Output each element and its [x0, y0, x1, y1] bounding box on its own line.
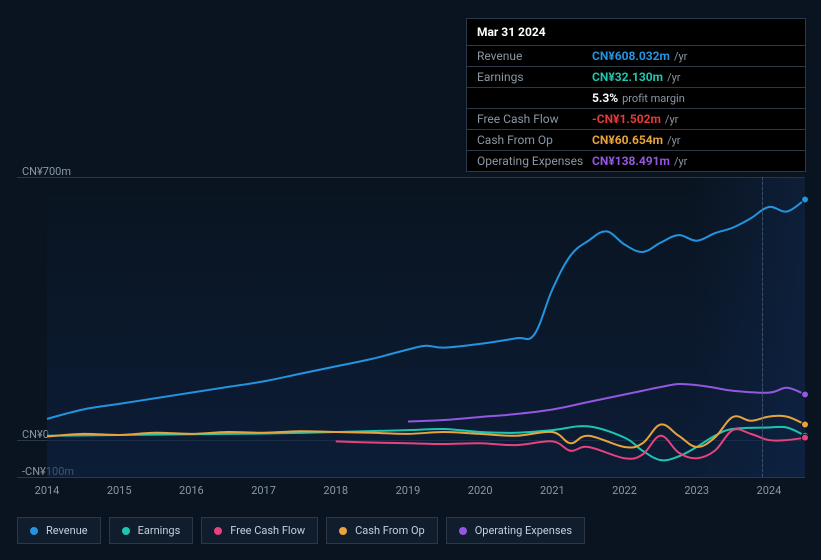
legend-dot	[339, 527, 347, 535]
x-axis-label: 2014	[35, 484, 60, 497]
legend-item-operating-expenses[interactable]: Operating Expenses	[446, 517, 585, 544]
tooltip-row-value: CN¥138.491m	[592, 154, 670, 168]
tooltip-row-label: Free Cash Flow	[477, 112, 592, 126]
chart-legend: Revenue Earnings Free Cash Flow Cash From O…	[17, 517, 585, 544]
legend-label: Operating Expenses	[475, 524, 572, 537]
chart-tooltip: Mar 31 2024 RevenueCN¥608.032m/yrEarning…	[466, 18, 806, 172]
x-axis: 2014201520162017201820192020202120222023…	[47, 484, 804, 504]
tooltip-row: 5.3% profit margin	[467, 88, 805, 109]
legend-item-earnings[interactable]: Earnings	[109, 517, 194, 544]
tooltip-row-value: -CN¥1.502m	[592, 112, 661, 126]
x-axis-label: 2016	[179, 484, 204, 497]
legend-item-free-cash-flow[interactable]: Free Cash Flow	[201, 517, 318, 544]
tooltip-row-suffix: /yr	[667, 71, 680, 84]
tooltip-row: Cash From OpCN¥60.654m/yr	[467, 130, 805, 151]
x-axis-label: 2015	[107, 484, 132, 497]
series-op_exp	[408, 384, 805, 422]
tooltip-row-value: CN¥608.032m	[592, 49, 670, 63]
tooltip-row: Operating ExpensesCN¥138.491m/yr	[467, 151, 805, 171]
x-axis-label: 2017	[251, 484, 276, 497]
legend-label: Free Cash Flow	[230, 524, 305, 537]
plot-area[interactable]	[47, 177, 805, 477]
tooltip-row-suffix: /yr	[674, 155, 687, 168]
hover-crosshair	[762, 177, 763, 477]
chart-lines	[47, 177, 805, 477]
series-end-dot	[802, 196, 809, 203]
legend-dot	[30, 527, 38, 535]
legend-dot	[214, 527, 222, 535]
financials-chart: CN¥700mCN¥0-CN¥100m	[17, 155, 805, 480]
tooltip-row-suffix: /yr	[674, 50, 687, 63]
tooltip-row-value: 5.3%	[592, 91, 618, 105]
legend-label: Earnings	[138, 524, 181, 537]
series-end-dot	[802, 434, 809, 441]
legend-item-revenue[interactable]: Revenue	[17, 517, 101, 544]
tooltip-date: Mar 31 2024	[467, 19, 805, 46]
tooltip-row-value: CN¥32.130m	[592, 70, 663, 84]
tooltip-row: EarningsCN¥32.130m/yr	[467, 67, 805, 88]
legend-dot	[459, 527, 467, 535]
tooltip-row-label: Earnings	[477, 70, 592, 84]
x-axis-label: 2023	[684, 484, 709, 497]
tooltip-row: Free Cash Flow-CN¥1.502m/yr	[467, 109, 805, 130]
tooltip-row: RevenueCN¥608.032m/yr	[467, 46, 805, 67]
legend-dot	[122, 527, 130, 535]
tooltip-row-label: Cash From Op	[477, 133, 592, 147]
x-axis-label: 2022	[612, 484, 637, 497]
series-revenue	[47, 200, 805, 419]
legend-label: Cash From Op	[355, 524, 425, 537]
x-axis-label: 2020	[468, 484, 493, 497]
x-axis-label: 2019	[396, 484, 421, 497]
tooltip-row-label: Revenue	[477, 49, 592, 63]
x-axis-label: 2024	[757, 484, 782, 497]
tooltip-row-suffix: /yr	[667, 134, 680, 147]
x-axis-label: 2021	[540, 484, 565, 497]
legend-label: Revenue	[46, 524, 88, 537]
series-end-dot	[802, 421, 809, 428]
legend-item-cash-from-op[interactable]: Cash From Op	[326, 517, 438, 544]
tooltip-row-label: Operating Expenses	[477, 154, 592, 168]
tooltip-row-value: CN¥60.654m	[592, 133, 663, 147]
x-axis-label: 2018	[323, 484, 348, 497]
series-end-dot	[802, 391, 809, 398]
tooltip-row-suffix: /yr	[665, 113, 678, 126]
tooltip-row-suffix: profit margin	[622, 92, 685, 105]
gridline	[17, 477, 805, 478]
